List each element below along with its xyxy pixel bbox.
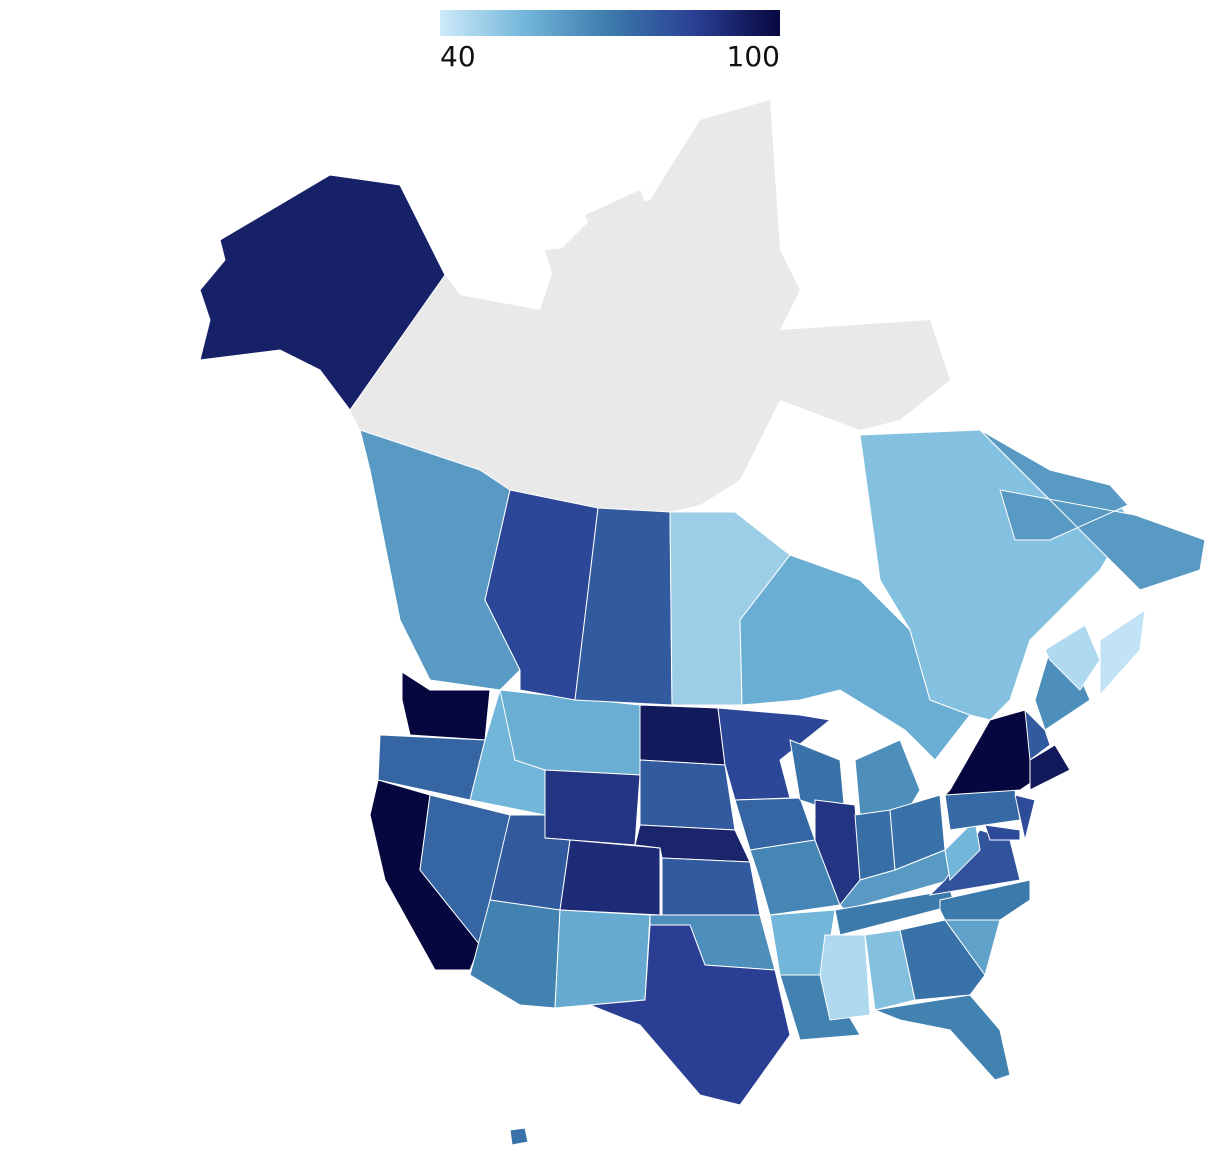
region [854, 739, 921, 816]
region [544, 769, 641, 846]
region [779, 974, 861, 1041]
region [944, 818, 981, 882]
colorbar: 40 100 [440, 10, 780, 73]
region [1029, 744, 1071, 791]
region [854, 809, 896, 881]
region [939, 879, 1031, 921]
region [359, 429, 521, 691]
region [873, 994, 1011, 1081]
region [639, 704, 726, 766]
region [639, 759, 736, 831]
region [589, 924, 791, 1106]
region [1099, 608, 1146, 697]
colorbar-tick-label: 40 [440, 40, 476, 73]
region [1044, 624, 1101, 691]
region [739, 554, 971, 761]
regions [199, 174, 1206, 1146]
region [661, 857, 761, 916]
region [469, 899, 561, 1009]
region [899, 919, 986, 1001]
region [559, 839, 661, 916]
region [984, 824, 1021, 841]
no-data-region [350, 100, 950, 512]
region [717, 707, 832, 801]
region [749, 839, 841, 916]
territory [545, 245, 620, 300]
region [819, 934, 871, 1021]
region [199, 174, 446, 411]
region [944, 789, 1021, 831]
territory [585, 190, 660, 250]
region [1024, 708, 1051, 761]
territory [350, 100, 950, 512]
region [1014, 794, 1036, 841]
region [509, 1127, 529, 1146]
region [554, 909, 651, 1009]
colorbar-gradient [440, 10, 780, 36]
colorbar-tick-label: 100 [727, 40, 780, 73]
region [979, 429, 1206, 591]
